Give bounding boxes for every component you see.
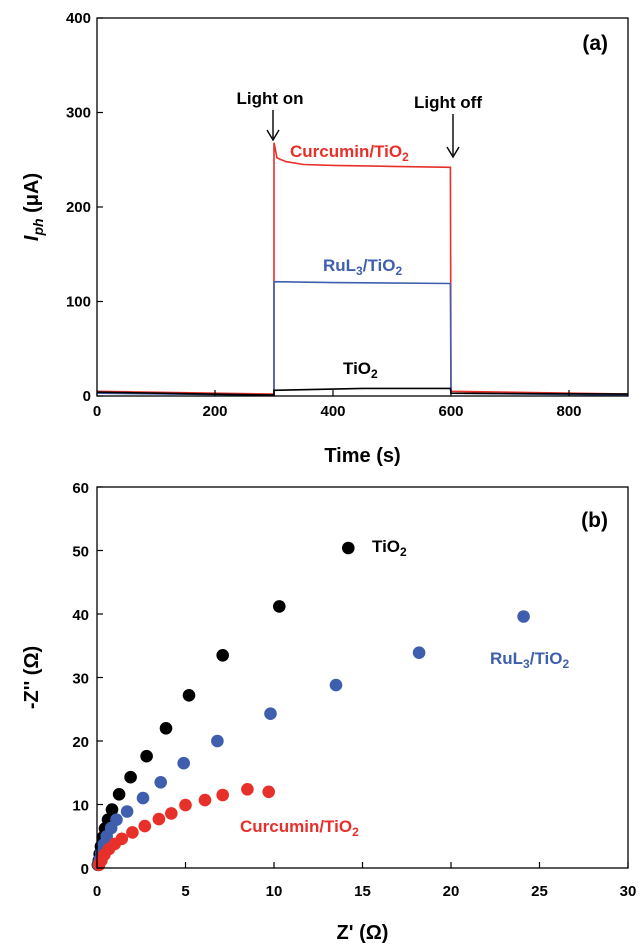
series-label-rul3-b: RuL3/TiO2	[490, 649, 569, 671]
series-label-rul3-main: RuL	[323, 256, 356, 275]
x-tick-label: 30	[620, 883, 637, 900]
y-tick-label: 50	[72, 544, 89, 561]
series-label-tio2-sub: 2	[371, 367, 378, 381]
x-tick-label: 200	[202, 403, 227, 420]
y-tick-label: 0	[83, 388, 91, 405]
y-tick-label: 300	[66, 105, 91, 122]
series-label-tio2-b: TiO2	[372, 537, 407, 559]
series-label-curcumin-main: Curcumin/TiO	[290, 142, 402, 161]
x-tick-label: 400	[320, 403, 345, 420]
point-curcumin	[126, 826, 139, 839]
point-curcumin	[241, 783, 254, 796]
point-rul3	[329, 678, 343, 692]
y-axis-label-unit: (μA)	[21, 173, 43, 219]
y-tick-label: 200	[66, 199, 91, 216]
series-label-tio2-b-sub: 2	[400, 545, 407, 559]
point-curcumin	[198, 793, 212, 807]
panel-b-impedance-chart: 0 5 10 15 20 25 30 0 10 20 30 40 50 60 Z' (Ω) -Z'' (Ω) (…	[21, 480, 636, 944]
x-axis-label: Z' (Ω)	[337, 922, 389, 944]
y-axis-label: Iph (μA)	[21, 173, 46, 241]
y-tick-label: 30	[72, 671, 89, 688]
point-tio2	[140, 749, 153, 763]
series-line-rul3	[96, 280, 629, 396]
light-off-arrow-head	[446, 146, 460, 159]
series-label-curcumin-b-main: Curcumin/TiO	[240, 817, 352, 836]
y-axis-label-main: I	[21, 235, 43, 241]
x-tick-label: 0	[93, 403, 101, 420]
point-tio2	[342, 541, 355, 555]
series-label-rul3-b-sub2: 2	[562, 657, 569, 671]
series-label-rul3-b-tail: /TiO	[530, 649, 563, 668]
x-tick-label: 600	[438, 403, 463, 420]
point-rul3	[177, 756, 190, 770]
x-tick-label: 5	[181, 883, 189, 900]
series-label-tio2: TiO2	[343, 359, 378, 381]
point-tio2	[112, 788, 126, 801]
y-tick-label: 10	[72, 798, 89, 815]
point-curcumin	[165, 807, 178, 820]
light-off-annotation: Light off	[414, 93, 482, 112]
x-tick-label: 0	[93, 883, 101, 900]
x-tick-label: 800	[556, 403, 581, 420]
point-tio2	[105, 803, 119, 816]
point-rul3	[136, 791, 150, 805]
point-curcumin	[216, 788, 229, 802]
series-label-curcumin-b-sub: 2	[352, 825, 359, 839]
point-rul3	[154, 776, 167, 789]
x-tick-label: 20	[443, 883, 460, 900]
series-line-tio2	[96, 387, 629, 396]
y-tick-label: 60	[72, 480, 89, 497]
x-tick-label: 25	[531, 883, 548, 900]
panel-label-b: (b)	[581, 509, 608, 532]
series-label-tio2-main: TiO	[343, 359, 371, 378]
point-tio2	[159, 722, 173, 735]
plot-frame-a	[96, 17, 629, 397]
y-axis-label: -Z'' (Ω)	[21, 646, 43, 709]
panel-a-photocurrent-chart: 0 200 400 600 800 0 100 200 300 400 Time (s) Iph (μ…	[21, 10, 629, 467]
series-label-rul3-b-sub: 3	[523, 657, 530, 671]
point-curcumin	[179, 798, 192, 812]
point-rul3	[120, 805, 134, 818]
series-line-curcumin	[96, 142, 629, 395]
point-rul3	[412, 646, 426, 659]
point-tio2	[273, 600, 286, 613]
point-curcumin	[152, 812, 166, 826]
point-curcumin	[138, 819, 152, 833]
y-tick-label: 40	[72, 607, 89, 624]
point-curcumin	[262, 785, 276, 799]
series-label-rul3: RuL3/TiO2	[323, 256, 402, 278]
light-on-annotation: Light on	[236, 89, 303, 108]
point-tio2	[124, 770, 137, 784]
series-label-tio2-b-main: TiO	[372, 537, 400, 556]
point-rul3	[517, 610, 530, 623]
y-tick-label: 100	[66, 294, 91, 311]
series-label-curcumin-b: Curcumin/TiO2	[240, 817, 359, 839]
x-tick-label: 10	[266, 883, 283, 900]
x-axis-label: Time (s)	[324, 445, 400, 467]
panel-label-a: (a)	[582, 32, 608, 55]
light-on-arrow-head	[266, 129, 280, 142]
series-label-rul3-sub2: 2	[395, 264, 402, 278]
point-tio2	[216, 649, 229, 662]
series-label-curcumin: Curcumin/TiO2	[290, 142, 409, 164]
y-axis-label-sub: ph	[30, 218, 46, 236]
point-curcumin	[115, 832, 129, 846]
y-tick-label: 400	[66, 10, 91, 27]
series-label-rul3-sub: 3	[356, 264, 363, 278]
y-tick-label: 0	[81, 861, 89, 878]
y-tick-label: 20	[72, 734, 89, 751]
series-label-rul3-b-main: RuL	[490, 649, 523, 668]
point-rul3	[264, 707, 277, 720]
x-tick-label: 15	[354, 883, 371, 900]
series-label-curcumin-sub: 2	[402, 150, 409, 164]
point-tio2	[182, 689, 196, 702]
point-rul3	[211, 734, 224, 748]
series-label-rul3-tail: /TiO	[363, 256, 396, 275]
point-rul3	[110, 813, 123, 826]
